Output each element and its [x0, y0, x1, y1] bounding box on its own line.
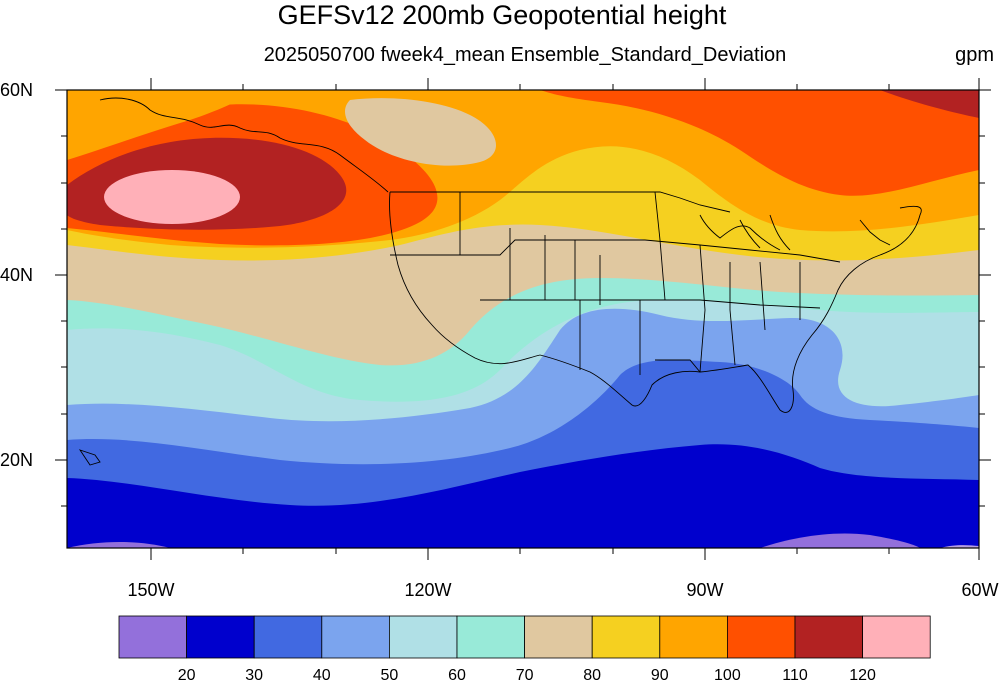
colorbar-swatch — [862, 615, 931, 659]
colorbar-swatch — [659, 615, 728, 659]
contour-fill — [67, 90, 979, 548]
map-subtitle: 2025050700 fweek4_mean Ensemble_Standard… — [263, 44, 787, 66]
coastlines — [78, 97, 922, 466]
colorbar-tick-label: 40 — [312, 667, 331, 684]
lon-label-90w: 90W — [686, 580, 724, 600]
lon-label-150w: 150W — [127, 580, 175, 600]
map-frame — [66, 89, 980, 549]
colorbar-tick-label: 110 — [782, 667, 808, 684]
colorbar-swatch — [388, 615, 458, 659]
colorbar-swatch — [118, 615, 187, 659]
units-label: gpm — [955, 44, 994, 66]
colorbar-swatch — [794, 615, 863, 659]
axis-ticks — [55, 78, 991, 560]
lon-label-60w: 60W — [961, 580, 999, 600]
colorbar — [118, 615, 931, 659]
colorbar-tick-label: 70 — [515, 667, 534, 684]
lon-label-120w: 120W — [404, 580, 452, 600]
colorbar-tick-label: 50 — [380, 667, 399, 684]
colorbar-swatch — [456, 615, 525, 659]
map-title: GEFSv12 200mb Geopotential height — [277, 0, 727, 30]
colorbar-tick-label: 60 — [448, 667, 466, 684]
colorbar-swatch — [253, 615, 323, 659]
colorbar-swatch — [524, 615, 593, 659]
colorbar-swatch — [727, 615, 796, 659]
colorbar-tick-label: 20 — [177, 667, 196, 684]
colorbar-tick-label: 30 — [245, 667, 264, 684]
colorbar-swatch — [186, 615, 255, 659]
lat-label-20n: 20N — [0, 450, 34, 470]
lat-label-40n: 40N — [0, 265, 34, 285]
colorbar-tick-label: 80 — [583, 667, 602, 684]
colorbar-tick-label: 120 — [849, 667, 876, 684]
colorbar-tick-label: 100 — [714, 667, 741, 684]
colorbar-swatch — [591, 615, 661, 659]
lat-label-60n: 60N — [0, 80, 34, 100]
colorbar-swatch — [321, 615, 390, 659]
colorbar-tick-label: 90 — [650, 667, 669, 684]
